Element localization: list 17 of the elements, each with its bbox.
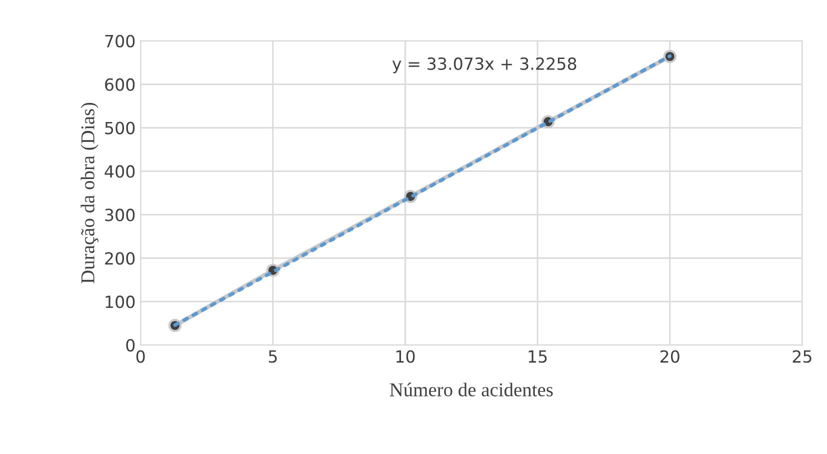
x-tick-label: 25 (792, 350, 812, 363)
x-tick-label: 15 (528, 350, 547, 363)
y-axis-title: Duração da obra (Dias) (80, 102, 98, 284)
y-tick-label: 100 (106, 296, 135, 308)
y-tick-label: 400 (104, 165, 135, 178)
x-tick-label: 0 (136, 350, 145, 363)
annotation: y = 33.073x + 3.2258 (392, 57, 576, 74)
x-tick-label: 10 (396, 350, 415, 363)
y-tick-label: 0 (126, 339, 135, 352)
y-tick-label: 500 (105, 122, 135, 134)
x-axis-title: Número de acidentes (390, 382, 553, 396)
y-tick-label: 200 (105, 252, 135, 265)
y-tick-label: 600 (105, 78, 135, 91)
x-tick-label: 20 (660, 350, 680, 363)
y-tick-label: 700 (105, 34, 135, 48)
x-tick-label: 5 (268, 350, 277, 363)
y-tick-label: 300 (105, 208, 135, 222)
